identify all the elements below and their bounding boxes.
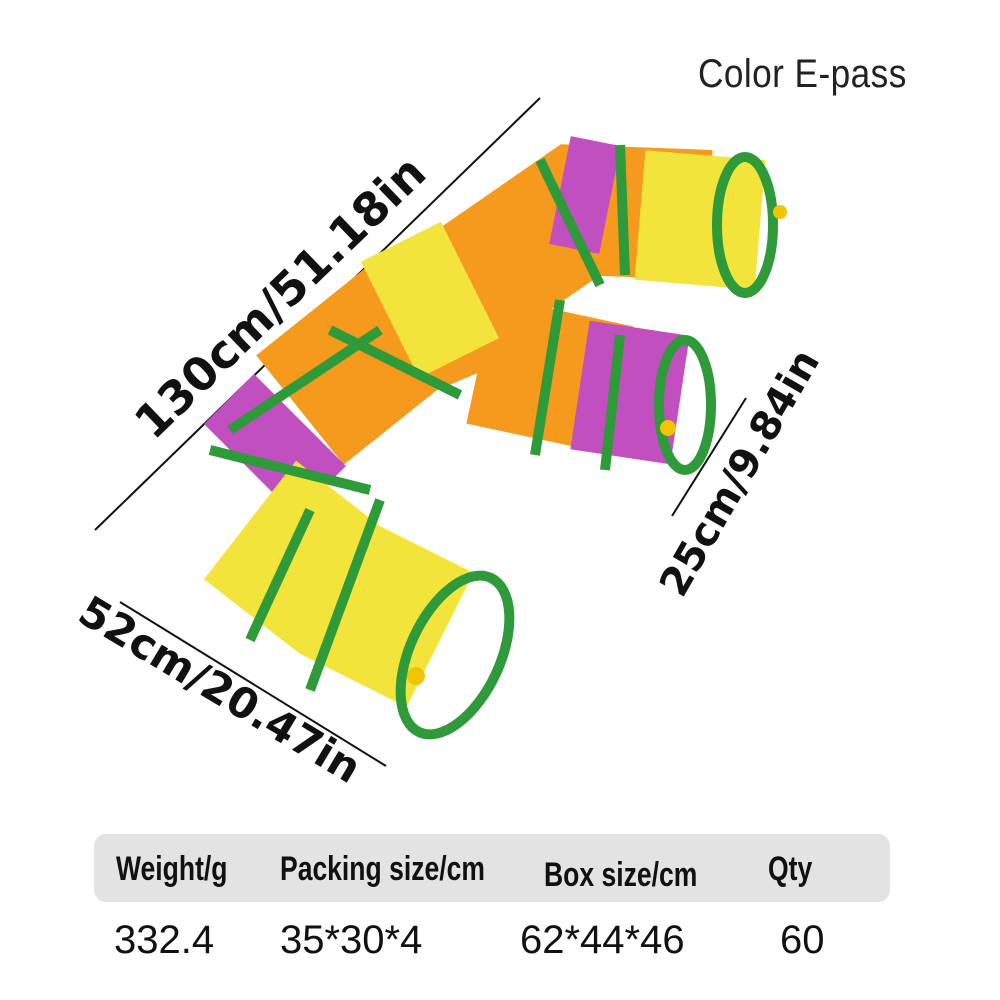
header-qty: Qty [768, 850, 813, 888]
value-packing-size: 35*30*4 [280, 918, 423, 962]
value-box-size: 62*44*46 [520, 918, 685, 962]
value-weight: 332.4 [114, 918, 215, 962]
color-label: Color E-pass [698, 52, 907, 96]
header-weight: Weight/g [116, 850, 228, 888]
width-line [119, 601, 387, 767]
value-qty: 60 [780, 918, 825, 962]
diameter-line [671, 397, 747, 517]
header-box-size: Box size/cm [544, 856, 698, 894]
spec-table-header [94, 834, 890, 902]
tunnel [203, 136, 787, 740]
header-packing-size: Packing size/cm [280, 850, 485, 888]
